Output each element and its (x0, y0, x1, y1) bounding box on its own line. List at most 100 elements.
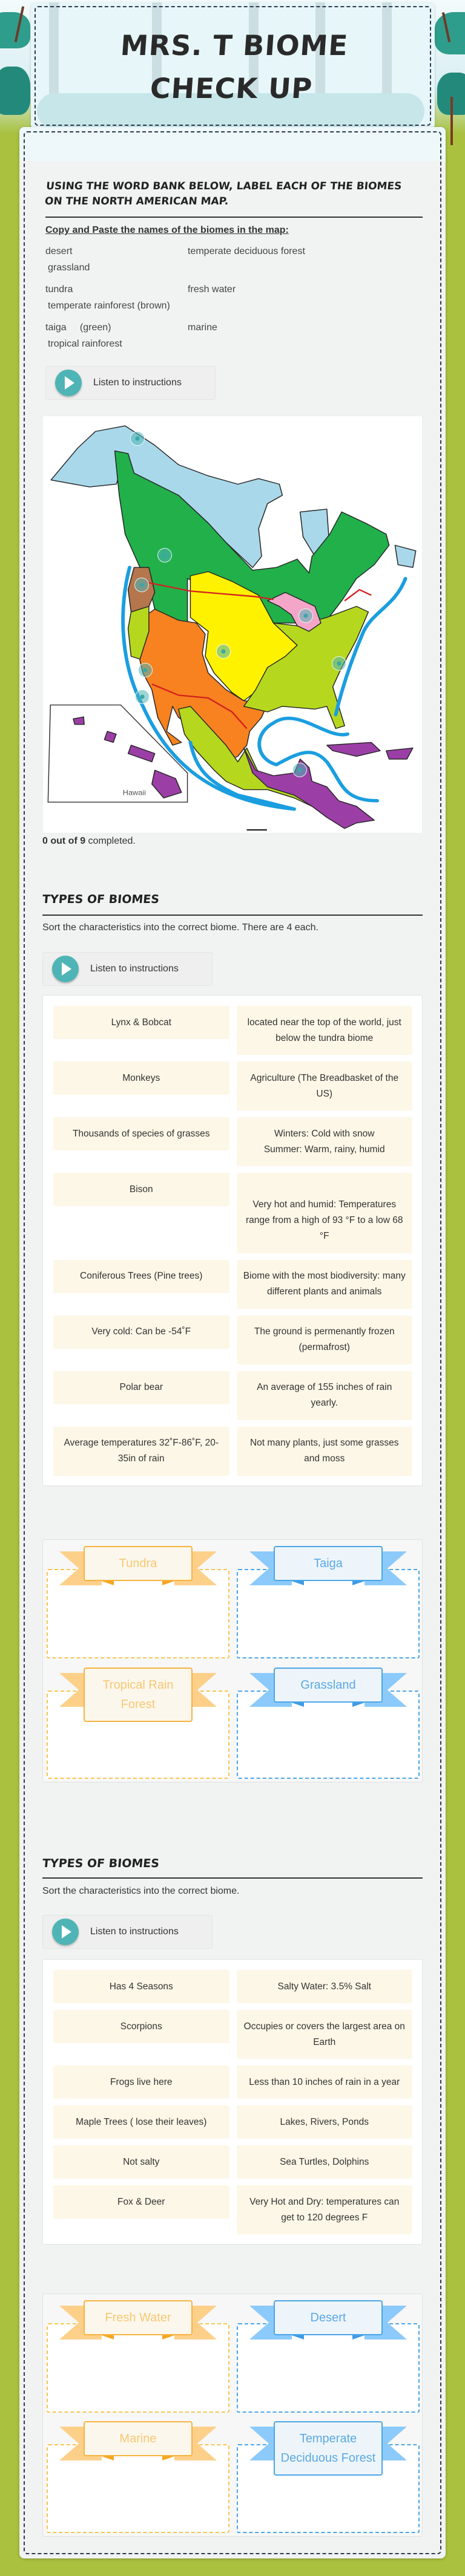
biome-drop-zones: Tundra Taiga Tropical Rain Forest Grassland (42, 1539, 423, 1782)
draggable-card[interactable]: Lynx & Bobcat (53, 1006, 229, 1039)
card-row: Maple Trees ( lose their leaves) Lakes, R… (53, 2105, 412, 2139)
page-title: MRS. T BIOME CHECK UP (119, 29, 349, 105)
draggable-card[interactable]: located near the top of the world, just … (236, 1006, 412, 1055)
card-row: Scorpions Occupies or covers the largest … (53, 2010, 412, 2059)
map-hotspot[interactable] (298, 608, 313, 623)
characteristics-card-pool: Lynx & Bobcat located near the top of the… (42, 995, 423, 1486)
draggable-card[interactable]: Sea Turtles, Dolphins (236, 2145, 412, 2179)
draggable-card[interactable]: Maple Trees ( lose their leaves) (53, 2105, 229, 2139)
draggable-card[interactable]: Monkeys (53, 1061, 229, 1095)
draggable-card[interactable]: Thousands of species of grasses (53, 1117, 229, 1150)
draggable-card[interactable]: Winters: Cold with snow Summer: Warm, ra… (236, 1117, 412, 1166)
north-america-map: Hawaii (42, 416, 423, 833)
category-label: Taiga (274, 1546, 383, 1581)
biome-map-image: Hawaii (47, 425, 417, 831)
drop-zone-fresh-water[interactable]: Fresh Water (47, 2300, 229, 2413)
draggable-card[interactable]: Average temperatures 32˚F-86˚F, 20-35in … (53, 1426, 229, 1476)
map-hotspot[interactable] (332, 656, 346, 671)
draggable-card[interactable]: Occupies or covers the largest area on E… (236, 2010, 412, 2059)
card-row: Not salty Sea Turtles, Dolphins (53, 2145, 412, 2179)
divider (42, 1877, 423, 1879)
draggable-card[interactable]: Agriculture (The Breadbasket of the US) (236, 1061, 412, 1110)
word-bank: desert temperate deciduous forest grassla… (45, 243, 409, 357)
marine-lines (121, 566, 407, 811)
card-row: Coniferous Trees (Pine trees) Biome with … (53, 1259, 412, 1309)
draggable-card[interactable]: Not salty (53, 2145, 229, 2179)
draggable-card[interactable]: Fox & Deer (53, 2185, 229, 2219)
draggable-card[interactable]: Lakes, Rivers, Ponds (236, 2105, 412, 2139)
draggable-card[interactable]: Coniferous Trees (Pine trees) (53, 1259, 229, 1293)
drop-zone-tundra[interactable]: Tundra (47, 1546, 229, 1658)
card-row: Very cold: Can be -54˚F The ground is per… (53, 1315, 412, 1365)
map-hotspot[interactable] (138, 663, 153, 677)
card-row: Lynx & Bobcat located near the top of the… (53, 1006, 412, 1055)
divider (42, 915, 423, 916)
category-label: Desert (274, 2300, 383, 2335)
draggable-card[interactable]: Biome with the most biodiversity: many d… (236, 1259, 412, 1309)
map-hotspot[interactable] (216, 644, 231, 659)
word-temperate-rainforest: temperate rainforest (brown) (48, 301, 170, 311)
draggable-card[interactable]: Not many plants, just some grasses and m… (236, 1426, 412, 1476)
progress-count: 0 out of 9 (42, 836, 86, 846)
draggable-card[interactable]: Very hot and humid: Temperatures range f… (236, 1173, 412, 1253)
draggable-card[interactable]: Salty Water: 3.5% Salt (236, 1970, 412, 2003)
map-hotspot[interactable] (292, 763, 307, 777)
listen-label: Listen to instructions (90, 964, 179, 974)
play-icon (52, 956, 79, 982)
map-hotspot[interactable] (134, 578, 149, 592)
word-desert: desert (45, 246, 73, 256)
instruction-text: Sort the characteristics into the correc… (42, 922, 318, 933)
listen-button[interactable]: Listen to instructions (42, 1915, 213, 1949)
category-label: Grassland (274, 1668, 383, 1703)
draggable-card[interactable]: Has 4 Seasons (53, 1970, 229, 2003)
category-label: Tundra (84, 1546, 193, 1581)
instruction-text: Sort the characteristics into the correc… (42, 1886, 240, 1896)
card-row: Monkeys Agriculture (The Breadbasket of t… (53, 1061, 412, 1110)
map-hotspot[interactable] (157, 548, 172, 562)
card-row: Polar bear An average of 155 inches of ra… (53, 1371, 412, 1420)
hawaii-inset-frame (47, 704, 188, 803)
listen-button[interactable]: Listen to instructions (42, 952, 213, 986)
section-heading: Types of Biomes (42, 1857, 160, 1870)
temperate-deciduous-region (243, 605, 369, 729)
draggable-card[interactable]: An average of 155 inches of rain yearly. (236, 1371, 412, 1420)
category-label: Tropical Rain Forest (84, 1668, 193, 1722)
draggable-card[interactable]: The ground is permenantly frozen (permaf… (236, 1315, 412, 1365)
map-hotspot[interactable] (130, 431, 145, 446)
characteristics-card-pool: Has 4 Seasons Salty Water: 3.5% Salt Scorp… (42, 1959, 423, 2245)
word-grassland: grassland (48, 262, 90, 273)
map-hotspot[interactable] (135, 690, 150, 704)
draggable-card[interactable]: Scorpions (53, 2010, 229, 2043)
card-row: Average temperatures 32˚F-86˚F, 20-35in … (53, 1426, 412, 1476)
word-fresh-water: fresh water (188, 284, 236, 295)
drop-zone-tropical-rain-forest[interactable]: Tropical Rain Forest (47, 1668, 229, 1779)
listen-label: Listen to instructions (90, 1926, 179, 1937)
biome-drop-zones: Fresh Water Desert Marine Temperate Deciduo… (42, 2294, 423, 2537)
card-row: Has 4 Seasons Salty Water: 3.5% Salt (53, 1970, 412, 2003)
draggable-card[interactable]: Bison (53, 1173, 229, 1206)
draggable-card[interactable]: Very cold: Can be -54˚F (53, 1315, 229, 1349)
drop-zone-taiga[interactable]: Taiga (237, 1546, 420, 1658)
category-label: Fresh Water (84, 2300, 193, 2335)
drop-zone-marine[interactable]: Marine (47, 2421, 229, 2533)
header-banner: MRS. T BIOME CHECK UP (31, 2, 435, 129)
card-row: Bison Very hot and humid: Temperatures ra… (53, 1173, 412, 1253)
drop-zone-temperate-deciduous-forest[interactable]: Temperate Deciduous Forest (237, 2421, 420, 2533)
word-taiga: taiga (green) (45, 322, 111, 333)
listen-label: Listen to instructions (93, 377, 182, 388)
draggable-card[interactable]: Less than 10 inches of rain in a year (236, 2066, 412, 2099)
word-marine: marine (188, 322, 217, 333)
section-heading: Using the word bank below, label each of… (44, 180, 403, 207)
draggable-card[interactable]: Very Hot and Dry: temperatures can get t… (236, 2185, 412, 2234)
word-tundra: tundra (45, 284, 73, 295)
drop-zone-grassland[interactable]: Grassland (237, 1668, 420, 1779)
word-tropical-rainforest: tropical rainforest (48, 339, 122, 349)
progress-suffix: completed. (85, 836, 136, 846)
draggable-card[interactable]: Frogs live here (53, 2066, 229, 2099)
word-bank-heading: Copy and Paste the names of the biomes i… (45, 225, 289, 235)
play-icon (55, 370, 82, 396)
draggable-card[interactable]: Polar bear (53, 1371, 229, 1404)
drop-zone-desert[interactable]: Desert (237, 2300, 420, 2413)
listen-button[interactable]: Listen to instructions (45, 366, 216, 400)
category-label: Temperate Deciduous Forest (274, 2421, 383, 2476)
